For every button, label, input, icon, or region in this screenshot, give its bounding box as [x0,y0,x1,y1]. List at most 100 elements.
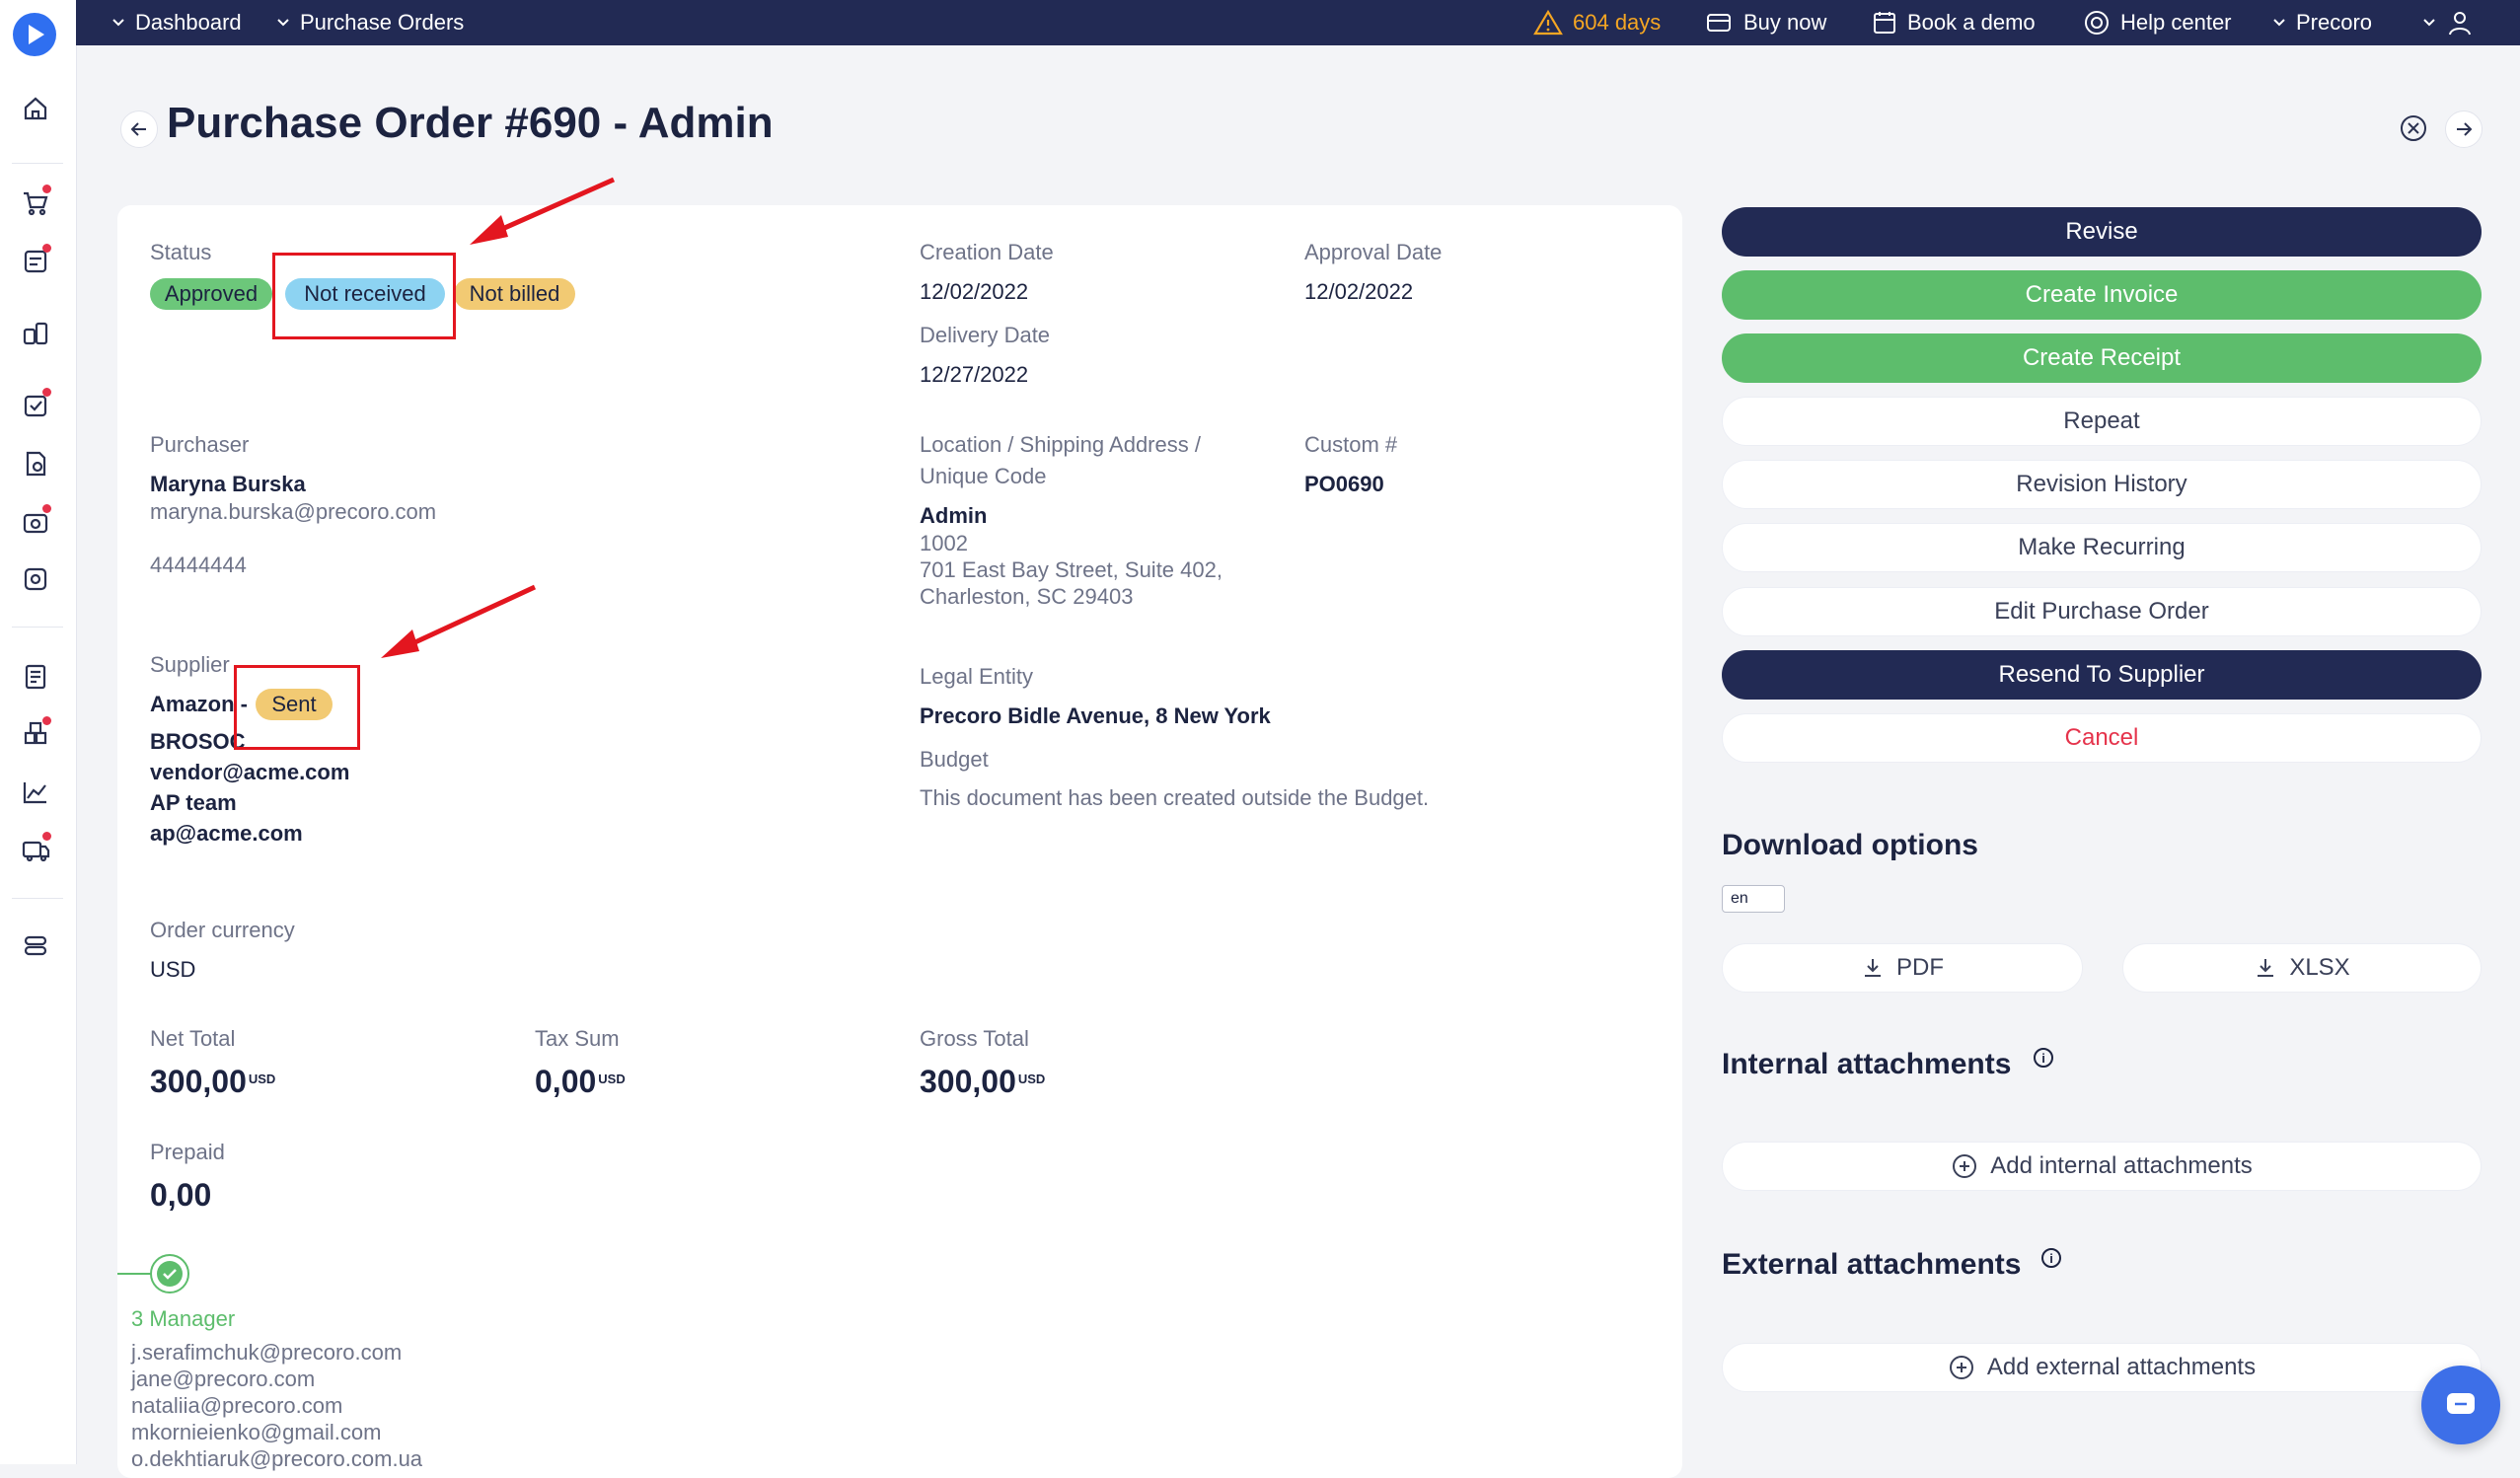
custom-number-label: Custom # [1304,432,1398,457]
cart-icon[interactable] [18,185,53,220]
notification-dot [42,388,51,397]
create-invoice-button[interactable]: Create Invoice [1722,270,2482,320]
next-button[interactable] [2445,111,2483,148]
net-total-label: Net Total [150,1026,236,1051]
gross-total-amount: 300,00 [920,1064,1016,1099]
revise-button[interactable]: Revise [1722,207,2482,257]
warehouse-icon[interactable] [18,716,53,752]
close-circle-icon [2401,115,2426,141]
legal-entity-value: Precoro Bidle Avenue, 8 New York [920,703,1271,728]
order-currency-label: Order currency [150,918,295,942]
status-badge-not-received: Not received [285,278,445,310]
invoices-icon[interactable] [18,561,53,597]
gross-total-label: Gross Total [920,1026,1029,1051]
external-attachments-title: External attachments [1722,1248,2022,1281]
delivery-icon[interactable] [18,832,53,867]
location-address-line-1: 701 East Bay Street, Suite 402, [920,557,1223,582]
suppliers-icon[interactable] [18,316,53,351]
nav-purchase-orders[interactable]: Purchase Orders [276,0,464,45]
purchase-order-details-card: Status Approved Not received Not billed … [117,205,1682,1478]
cancel-button[interactable]: Cancel [1722,713,2482,763]
sidebar-divider [12,163,63,164]
home-icon[interactable] [18,91,53,126]
make-recurring-button[interactable]: Make Recurring [1722,523,2482,572]
nav-purchase-orders-label: Purchase Orders [300,10,465,35]
tax-sum-amount: 0,00 [535,1064,597,1099]
add-external-attachments-button[interactable]: Add external attachments [1722,1343,2482,1392]
purchaser-phone: 44444444 [150,553,247,577]
plus-circle-icon [1953,1154,1977,1178]
add-internal-attachments-button[interactable]: Add internal attachments [1722,1142,2482,1191]
trial-warning[interactable]: 604 days [1533,0,1661,45]
sidebar-divider [12,627,63,628]
nav-dashboard-label: Dashboard [135,10,242,35]
approver-email: jane@precoro.com [131,1367,316,1391]
language-select[interactable]: en [1722,885,1785,913]
approvals-icon[interactable] [18,388,53,423]
download-pdf-label: PDF [1896,954,1944,981]
order-currency-value: USD [150,957,196,982]
precoro-logo-icon[interactable] [13,13,56,56]
create-receipt-button[interactable]: Create Receipt [1722,333,2482,383]
resend-to-supplier-button[interactable]: Resend To Supplier [1722,650,2482,700]
status-badge-approved: Approved [150,278,272,310]
download-options-title: Download options [1722,829,1978,861]
status-badge-not-billed: Not billed [454,278,575,310]
location-name: Admin [920,503,988,528]
back-button[interactable] [120,111,158,148]
download-xlsx-button[interactable]: XLSX [2122,943,2482,993]
annotation-box-not-received [272,253,456,339]
chevron-down-icon [2423,19,2435,27]
edit-purchase-order-button[interactable]: Edit Purchase Order [1722,587,2482,636]
user-icon [2449,12,2471,36]
net-total-currency: USD [248,1072,276,1086]
book-demo-label: Book a demo [1907,10,2036,35]
nav-dashboard[interactable]: Dashboard [111,0,242,45]
supplier-name[interactable]: Amazon - [150,692,248,716]
receipts-icon[interactable] [18,504,53,540]
supplier-status-badge: Sent [256,689,333,720]
budget-note: This document has been created outside t… [920,785,1430,810]
company-name: Precoro [2296,10,2373,35]
supplier-label: Supplier [150,652,230,677]
warning-icon [1533,9,1563,36]
book-demo-link[interactable]: Book a demo [1872,0,2036,45]
approver-email: nataliia@precoro.com [131,1393,343,1418]
company-switcher[interactable]: Precoro [2272,0,2372,45]
language-select-value: en [1731,890,1748,907]
chat-button[interactable] [2421,1366,2500,1444]
budget-label: Budget [920,747,989,772]
download-pdf-button[interactable]: PDF [1722,943,2083,993]
lifebuoy-icon [2085,11,2109,35]
approval-date-label: Approval Date [1304,240,1443,264]
top-bar: Dashboard Purchase Orders 604 days Buy n… [76,0,2520,45]
requisition-icon[interactable] [18,244,53,279]
prepaid-label: Prepaid [150,1140,225,1164]
notification-dot [42,185,51,193]
sidebar-divider [12,898,63,899]
tax-sum-currency: USD [598,1072,626,1086]
revision-history-button[interactable]: Revision History [1722,460,2482,509]
location-code: 1002 [920,531,968,555]
plus-circle-icon [1949,1356,1973,1379]
repeat-button[interactable]: Repeat [1722,397,2482,446]
purchaser-name: Maryna Burska [150,472,306,496]
gross-total-value: 300,00 USD [920,1064,1045,1100]
supplier-contact-email: ap@acme.com [150,821,303,846]
page-title: Purchase Order #690 - Admin [167,99,774,147]
settings-icon[interactable] [18,927,53,963]
documents-icon[interactable] [18,446,53,481]
buy-now-link[interactable]: Buy now [1706,0,1826,45]
approval-step-name: 3 Manager [131,1306,236,1331]
close-button[interactable] [2396,111,2431,146]
status-label: Status [150,240,212,264]
analytics-icon[interactable] [18,775,53,810]
user-menu[interactable] [2422,0,2483,45]
budget-icon[interactable] [18,659,53,695]
location-address-line-2: Charleston, SC 29403 [920,584,1134,609]
chevron-down-icon [2273,19,2285,27]
info-icon[interactable]: i [2034,1048,2053,1068]
info-icon[interactable]: i [2041,1248,2061,1268]
help-center-link[interactable]: Help center [2083,0,2232,45]
